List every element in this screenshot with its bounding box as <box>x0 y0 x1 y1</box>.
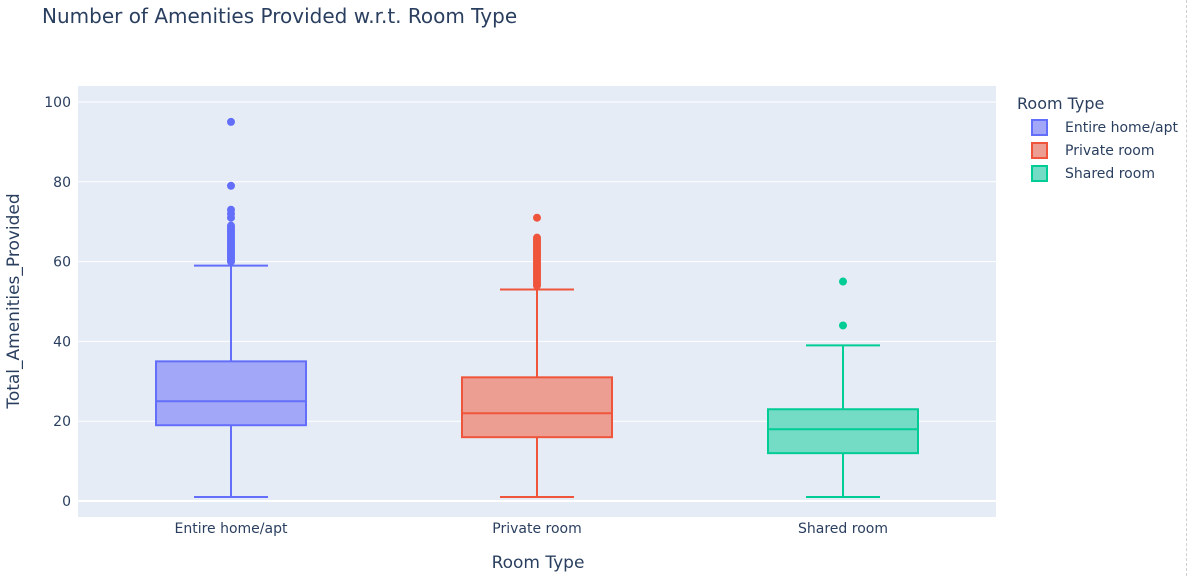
legend-label: Private room <box>1065 143 1154 159</box>
outlier-point <box>839 321 847 330</box>
outlier-point <box>533 233 541 242</box>
x-tick-label: Private room <box>492 521 581 537</box>
box-private-room[interactable] <box>461 213 613 499</box>
legend-swatch <box>1031 119 1048 136</box>
outlier-point <box>227 205 235 214</box>
outlier-point <box>533 213 541 222</box>
outlier-point <box>227 117 235 126</box>
legend-swatch <box>1031 165 1048 182</box>
legend-title: Room Type <box>1017 94 1104 113</box>
outlier-point <box>227 181 235 190</box>
box-shared-room[interactable] <box>767 277 919 499</box>
legend-items[interactable]: Entire home/apt Private room Shared room <box>1031 119 1178 182</box>
y-axis-ticks: 0 20 40 60 80 100 <box>44 95 71 510</box>
x-tick-label: Entire home/apt <box>175 521 288 537</box>
y-tick-label: 0 <box>62 494 71 510</box>
y-tick-label: 60 <box>53 255 71 271</box>
frame-edge-divider <box>1186 0 1187 576</box>
outlier-point <box>839 277 847 286</box>
y-axis-label: Total_Amenities_Provided <box>4 193 24 409</box>
legend-item[interactable]: Shared room <box>1031 165 1155 182</box>
y-tick-label: 40 <box>53 334 71 350</box>
iqr-box <box>461 376 613 439</box>
box-series <box>155 117 919 499</box>
x-tick-label: Shared room <box>798 521 888 537</box>
y-tick-label: 100 <box>44 95 71 111</box>
x-axis-label: Room Type <box>492 553 585 573</box>
legend-label: Entire home/apt <box>1065 120 1178 136</box>
iqr-box <box>155 360 307 427</box>
legend-swatch <box>1031 142 1048 159</box>
outlier-point <box>227 221 235 230</box>
iqr-box <box>767 408 919 455</box>
x-axis-ticks: Entire home/apt Private room Shared room <box>175 521 888 537</box>
legend-item[interactable]: Entire home/apt <box>1031 119 1178 136</box>
chart-title: Number of Amenities Provided w.r.t. Room… <box>42 4 517 28</box>
box-entire-home-apt[interactable] <box>155 117 307 499</box>
y-tick-label: 80 <box>53 175 71 191</box>
legend-label: Shared room <box>1065 166 1155 182</box>
legend[interactable]: Room Type Entire home/apt Private room Sha… <box>1017 94 1178 182</box>
y-tick-label: 20 <box>53 414 71 430</box>
legend-item[interactable]: Private room <box>1031 142 1154 159</box>
